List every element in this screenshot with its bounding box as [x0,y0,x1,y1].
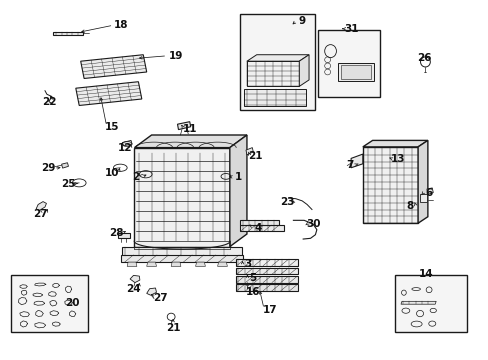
Polygon shape [246,61,299,86]
Polygon shape [239,220,278,225]
Text: 3: 3 [244,258,251,269]
Text: 30: 30 [306,219,321,229]
Polygon shape [239,225,283,231]
Bar [394,275,467,332]
Text: 2: 2 [132,172,139,182]
Text: 14: 14 [418,269,433,279]
Polygon shape [426,188,432,194]
Polygon shape [195,262,205,266]
Polygon shape [235,284,298,291]
Text: 17: 17 [262,305,277,315]
Text: 10: 10 [105,168,120,178]
Polygon shape [362,140,427,147]
Text: 29: 29 [41,163,55,173]
Polygon shape [400,301,435,304]
Bar [239,14,315,110]
Text: 15: 15 [105,122,120,132]
Text: 25: 25 [61,179,76,189]
Text: 4: 4 [254,222,262,233]
Text: 21: 21 [165,323,180,333]
Text: 12: 12 [117,143,132,153]
Text: 22: 22 [41,96,56,107]
Text: 23: 23 [280,197,294,207]
Text: 27: 27 [153,293,167,303]
Polygon shape [217,262,227,266]
Text: 20: 20 [65,298,80,308]
Polygon shape [121,255,243,262]
Text: 13: 13 [390,154,405,164]
Polygon shape [235,276,298,283]
Polygon shape [134,148,229,247]
Text: 27: 27 [33,209,47,219]
Text: 19: 19 [168,51,183,61]
Polygon shape [245,148,253,155]
Bar [338,63,373,81]
Polygon shape [246,55,308,61]
Polygon shape [127,262,137,266]
Text: 26: 26 [416,53,431,63]
Polygon shape [229,135,246,247]
Polygon shape [362,147,417,223]
Polygon shape [177,122,190,130]
Polygon shape [146,262,156,266]
Text: 28: 28 [109,228,123,238]
Text: 21: 21 [247,150,262,161]
Text: 7: 7 [345,160,353,170]
Text: 6: 6 [425,188,432,198]
Polygon shape [122,247,242,256]
Polygon shape [299,55,308,86]
Bar [317,30,380,97]
Polygon shape [122,140,132,146]
Polygon shape [171,262,181,266]
Bar [419,194,426,202]
Text: 24: 24 [125,284,140,294]
Text: 18: 18 [114,20,128,30]
Polygon shape [36,202,46,211]
Text: 5: 5 [249,273,256,283]
Text: 1: 1 [235,172,242,182]
Polygon shape [81,55,146,78]
Polygon shape [53,32,83,35]
Text: 11: 11 [182,123,197,134]
Polygon shape [130,275,140,283]
Text: 31: 31 [343,24,358,34]
Text: 16: 16 [245,287,260,297]
Polygon shape [61,163,68,168]
Polygon shape [76,82,142,105]
Polygon shape [118,233,129,238]
Text: 9: 9 [298,16,305,26]
Text: 8: 8 [406,201,412,211]
Bar [11,275,87,332]
Polygon shape [235,259,298,266]
Polygon shape [244,89,305,106]
Polygon shape [235,268,298,274]
Polygon shape [417,140,427,223]
Polygon shape [350,154,362,168]
Polygon shape [134,135,246,148]
Bar [340,65,370,79]
Polygon shape [146,288,156,295]
